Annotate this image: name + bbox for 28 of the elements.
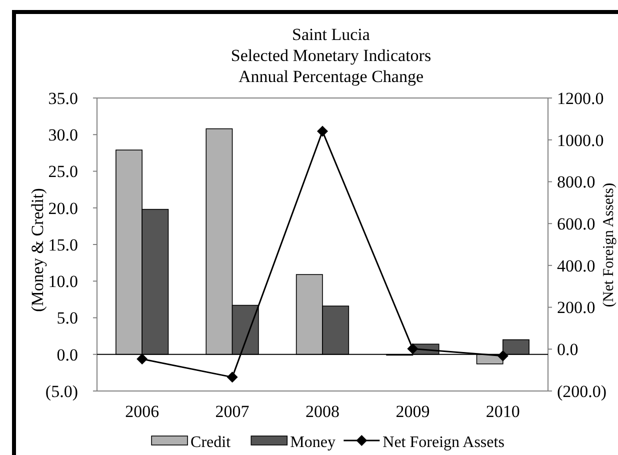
y2-tick-label: 600.0: [557, 214, 596, 234]
legend-label: Credit: [190, 434, 232, 451]
y2-tick-label: 200.0: [557, 298, 596, 318]
y-tick-label: 15.0: [48, 235, 78, 254]
legend-label: Net Foreign Assets: [382, 434, 504, 451]
y2-tick-label: 800.0: [557, 172, 596, 192]
x-tick-label: 2009: [396, 402, 430, 421]
chart-title: Saint Lucia Selected Monetary Indicators Annual Percentage Change: [230, 25, 432, 86]
y-tick-label: 5.0: [56, 308, 78, 328]
y2-tick-label: 0.0: [557, 340, 578, 360]
y2-tick-label: 1200.0: [557, 88, 604, 108]
y2-tick-label: (200.0): [557, 382, 607, 401]
y2-tick-label: 400.0: [557, 256, 596, 276]
y2-tick-label: 1000.0: [557, 130, 604, 150]
x-tick-label: 2007: [215, 402, 250, 421]
y-axis-title: (Money & Credit): [28, 188, 47, 312]
y2-axis-title: (Net Foreign Assets): [601, 182, 617, 308]
y-tick-label: (5.0): [45, 382, 78, 401]
x-tick-label: 2010: [486, 402, 520, 421]
x-tick-label: 2006: [125, 402, 160, 421]
x-tick-label: 2008: [306, 402, 340, 421]
legend-label: Money: [290, 434, 336, 451]
y-tick-label: 25.0: [48, 162, 78, 182]
y-tick-label: 30.0: [48, 126, 78, 145]
y-tick-label: 35.0: [48, 88, 78, 108]
y-tick-label: 20.0: [48, 198, 78, 218]
y-tick-label: 10.0: [48, 272, 78, 292]
y-tick-label: 0.0: [56, 345, 78, 364]
